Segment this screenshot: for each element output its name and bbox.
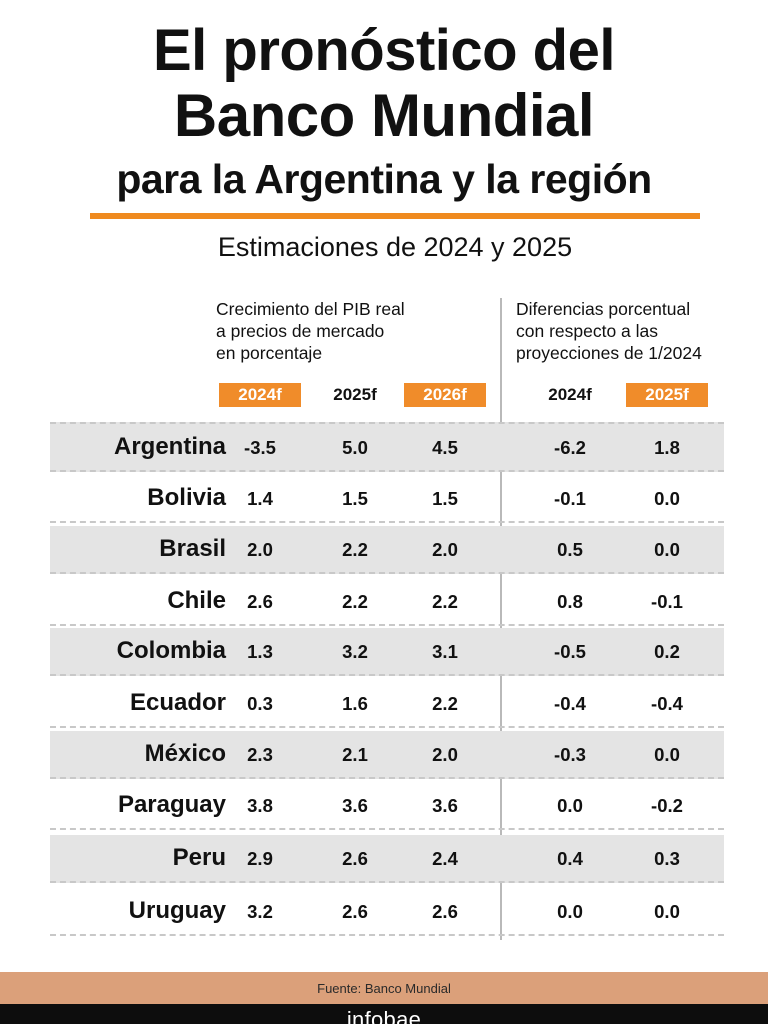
value-cell: 1.8 (654, 437, 680, 458)
value-cell: 0.4 (557, 848, 583, 869)
country-name: Paraguay (117, 791, 226, 818)
value-cell: 1.4 (247, 488, 273, 509)
value-cell: 2.2 (342, 591, 368, 612)
value-cell: 2.4 (432, 848, 458, 869)
title-line-3: para la Argentina y la región (116, 156, 652, 202)
value-cell: 0.0 (557, 901, 583, 922)
value-cell: 2.6 (247, 591, 273, 612)
value-cell: 4.5 (432, 437, 458, 458)
column-header-difference-2024f: 2024f (548, 385, 592, 404)
country-name: Colombia (116, 637, 226, 664)
value-cell: 2.2 (432, 693, 458, 714)
value-cell: 3.2 (342, 641, 368, 662)
country-name: Peru (172, 844, 226, 871)
country-name: Argentina (113, 433, 226, 460)
value-cell: 0.0 (654, 488, 680, 509)
country-name: México (144, 740, 226, 767)
value-cell: -0.3 (554, 744, 586, 765)
value-cell: -3.5 (244, 437, 276, 458)
value-cell: 0.0 (654, 539, 680, 560)
growth-header-line: en porcentaje (216, 343, 323, 363)
table-row: Colombia 1.3 3.2 3.1 -0.5 0.2 (50, 628, 724, 676)
brand-logo-text: infobae (346, 1007, 422, 1024)
country-name: Brasil (159, 535, 226, 562)
table-row: Chile 2.6 2.2 2.2 0.8 -0.1 (50, 578, 724, 626)
value-cell: 3.1 (432, 641, 458, 662)
value-cell: 0.5 (557, 539, 583, 560)
value-cell: 3.2 (247, 901, 273, 922)
value-cell: -6.2 (554, 437, 586, 458)
difference-group-header: Diferencias porcentual con respecto a la… (516, 298, 756, 364)
value-cell: 0.0 (654, 744, 680, 765)
value-cell: 1.5 (432, 488, 458, 509)
value-cell: 0.0 (654, 901, 680, 922)
title-line-2: Banco Mundial (173, 82, 595, 149)
column-header-difference-2025f: 2025f (626, 383, 708, 407)
country-name: Uruguay (128, 897, 226, 924)
value-cell: 3.6 (432, 795, 458, 816)
brand-band: infobae (0, 1004, 768, 1024)
table-row: Ecuador 0.3 1.6 2.2 -0.4 -0.4 (50, 680, 724, 728)
value-cell: -0.4 (554, 693, 586, 714)
value-cell: 1.5 (342, 488, 368, 509)
title-line-1: El pronóstico del (153, 18, 616, 83)
subtitle: Estimaciones de 2024 y 2025 (217, 232, 573, 262)
country-name: Bolivia (147, 484, 226, 511)
source-band: Fuente: Banco Mundial (0, 972, 768, 1004)
value-cell: -0.1 (554, 488, 586, 509)
country-name: Chile (167, 587, 226, 614)
value-cell: 2.6 (432, 901, 458, 922)
value-cell: 1.3 (247, 641, 273, 662)
value-cell: 0.3 (654, 848, 680, 869)
table-row: Bolivia 1.4 1.5 1.5 -0.1 0.0 (50, 475, 724, 523)
value-cell: 2.0 (432, 539, 458, 560)
value-cell: 3.6 (342, 795, 368, 816)
value-cell: -0.5 (554, 641, 586, 662)
column-header-growth-2024f: 2024f (219, 383, 301, 407)
table-row: Peru 2.9 2.6 2.4 0.4 0.3 (50, 835, 724, 883)
value-cell: 2.3 (247, 744, 273, 765)
value-cell: 0.8 (557, 591, 583, 612)
value-cell: 2.6 (342, 901, 368, 922)
value-cell: -0.2 (651, 795, 683, 816)
value-cell: 2.6 (342, 848, 368, 869)
value-cell: 0.0 (557, 795, 583, 816)
value-cell: 0.2 (654, 641, 680, 662)
difference-header-line: con respecto a las (516, 321, 659, 341)
value-cell: 1.6 (342, 693, 368, 714)
column-header-growth-2026f: 2026f (404, 383, 486, 407)
country-name: Ecuador (129, 689, 226, 716)
title-underline (90, 213, 700, 219)
difference-header-line: proyecciones de 1/2024 (516, 343, 702, 363)
value-cell: -0.4 (651, 693, 683, 714)
table-row: Paraguay 3.8 3.6 3.6 0.0 -0.2 (50, 782, 724, 830)
value-cell: 3.8 (247, 795, 273, 816)
value-cell: 2.2 (432, 591, 458, 612)
value-cell: -0.1 (651, 591, 683, 612)
value-cell: 2.2 (342, 539, 368, 560)
value-cell: 2.0 (432, 744, 458, 765)
value-cell: 0.3 (247, 693, 273, 714)
table-row: Brasil 2.0 2.2 2.0 0.5 0.0 (50, 526, 724, 574)
value-cell: 2.0 (247, 539, 273, 560)
difference-header-line: Diferencias porcentual (516, 299, 691, 319)
table-row: Uruguay 3.2 2.6 2.6 0.0 0.0 (50, 888, 724, 936)
column-header-growth-2025f: 2025f (333, 385, 377, 404)
column-divider (500, 298, 502, 940)
table-row: Argentina -3.5 5.0 4.5 -6.2 1.8 (50, 422, 724, 472)
value-cell: 2.9 (247, 848, 273, 869)
growth-header-line: a precios de mercado (216, 321, 385, 341)
table-row: México 2.3 2.1 2.0 -0.3 0.0 (50, 731, 724, 779)
growth-group-header: Crecimiento del PIB real a precios de me… (216, 298, 486, 364)
source-note: Fuente: Banco Mundial (317, 981, 451, 996)
value-cell: 2.1 (342, 744, 368, 765)
growth-header-line: Crecimiento del PIB real (216, 299, 405, 319)
value-cell: 5.0 (342, 437, 368, 458)
